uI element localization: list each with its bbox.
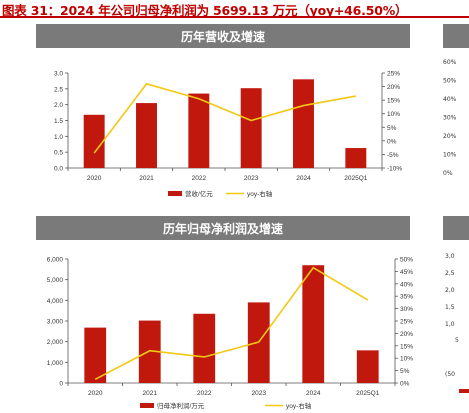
profit-right-tick-label: 30% [400,306,413,313]
revenue-right-tick-label: 0% [387,138,397,145]
profit-right-tick-label: 15% [400,343,413,350]
revenue-left-tick-label: 3.0 [54,71,63,78]
revenue-right-tick-label: 15% [387,98,400,105]
profit-x-tick-label: 2023 [252,390,267,397]
adjacent-bottom-tick-label: 2,0 [445,287,455,294]
revenue-legend-line-label: yoy-右轴 [247,189,273,198]
profit-left-tick-label: 2,000 [47,339,64,346]
profit-x-tick-label: 2022 [197,390,212,397]
revenue-x-tick-label: 2025Q1 [344,175,368,182]
revenue-chart-title: 历年营收及增速 [180,29,265,44]
adjacent-bottom-tick-label: 2,5 [445,270,455,277]
profit-bar [138,320,161,383]
profit-right-tick-label: 0% [400,381,410,388]
profit-right-tick-label: 35% [400,294,413,301]
adjacent-top-tick-label: 10% [443,152,457,159]
profit-right-tick-label: 40% [400,281,413,288]
adjacent-bottom-tick-label: 1,0 [445,321,455,328]
profit-left-tick-label: 5,000 [47,277,64,284]
profit-right-tick-label: 10% [400,356,413,363]
profit-legend-line-label: yoy-右轴 [286,401,312,410]
revenue-left-tick-label: 0.5 [54,150,63,157]
revenue-left-tick-label: 1.0 [54,134,63,141]
revenue-left-tick-label: 2.5 [54,86,63,93]
revenue-panel-header: 历年营收及增速 [36,24,410,48]
revenue-right-tick-label: 25% [387,71,400,78]
revenue-x-tick-label: 2024 [296,175,311,182]
adjacent-bottom-tick-label: 1,5 [445,304,455,311]
profit-legend-bar-swatch [140,403,154,408]
revenue-left-tick-label: 2.0 [54,102,63,109]
adjacent-chart-strip: 60% 50% 40% 30% 20% 10% 0% 3,0 2,5 2,0 1,5 1,0 5 (50 [443,59,469,393]
adjacent-top-tick-label: 30% [443,115,457,122]
profit-right-tick-label: 45% [400,269,413,276]
revenue-left-tick-label: 1.5 [54,118,63,125]
profit-chart-title: 历年归母净利润及增速 [162,221,283,236]
revenue-bar [240,88,262,168]
adjacent-panel-header-top [443,24,469,48]
profit-left-tick-label: 4,000 [47,298,64,305]
adjacent-top-tick-label: 20% [443,133,457,140]
profit-left-tick-label: 6,000 [47,257,64,264]
profit-right-tick-label: 5% [400,368,410,375]
profit-bar [302,265,325,383]
adjacent-panel-header-bottom [443,216,469,240]
adjacent-top-tick-label: 40% [443,96,457,103]
profit-left-tick-label: 1,000 [47,360,64,367]
profit-x-tick-label: 2024 [306,390,321,397]
adjacent-bottom-tick-label: 5 [455,337,459,344]
revenue-x-tick-label: 2021 [139,175,154,182]
profit-yoy-line [94,266,369,380]
title-underline [0,16,469,18]
revenue-bar [188,93,210,168]
profit-right-tick-label: 20% [400,331,413,338]
adjacent-bottom-tick-label: 3,0 [445,253,455,260]
profit-x-tick-label: 2021 [143,390,158,397]
revenue-right-tick-label: 20% [387,84,400,91]
revenue-legend-bar-swatch [168,191,182,196]
adjacent-top-tick-label: 50% [443,78,457,85]
adjacent-top-tick-label: 0% [443,170,453,177]
profit-left-tick-label: 3,000 [47,319,64,326]
profit-x-tick-label: 2025Q1 [356,390,380,397]
profit-bar [356,350,379,383]
revenue-legend-bar-label: 营收/亿元 [185,189,213,198]
profit-panel-header: 历年归母净利润及增速 [36,216,410,240]
adjacent-top-tick-label: 60% [443,59,457,66]
profit-x-tick-label: 2020 [88,390,103,397]
revenue-bar [136,103,157,168]
profit-chart: 0 1,000 2,000 3,000 4,000 5,000 6,000 0% 5% 10% 15… [47,257,414,411]
profit-bar [84,327,107,383]
profit-right-tick-label: 50% [400,257,413,264]
revenue-x-tick-label: 2023 [244,175,259,182]
revenue-bar [83,114,105,168]
profit-left-tick-label: 0 [59,381,63,388]
revenue-right-tick-label: 10% [387,111,400,118]
adjacent-legend-swatch [459,389,469,393]
figure-title: 图表 31：2024 年公司归母净利润为 5699.13 万元（yoy+46.5… [2,3,408,18]
revenue-left-tick-label: 0.0 [54,166,63,173]
profit-legend-bar-label: 归母净利润/万元 [157,401,205,410]
profit-bar [193,313,216,383]
revenue-x-tick-label: 2022 [192,175,207,182]
profit-right-tick-label: 25% [400,319,413,326]
revenue-bar [345,148,367,168]
revenue-right-tick-label: -5% [387,152,399,159]
revenue-chart: 0.0 0.5 1.0 1.5 2.0 2.5 3.0 -10% -5% 0% 5% 10% 15% 20… [54,71,402,199]
revenue-x-tick-label: 2020 [87,175,102,182]
revenue-bar [293,79,314,168]
adjacent-bottom-tick-label: (50 [445,371,455,378]
revenue-yoy-line [93,82,356,154]
revenue-right-tick-label: 5% [387,125,397,132]
revenue-right-tick-label: -10% [387,166,402,173]
